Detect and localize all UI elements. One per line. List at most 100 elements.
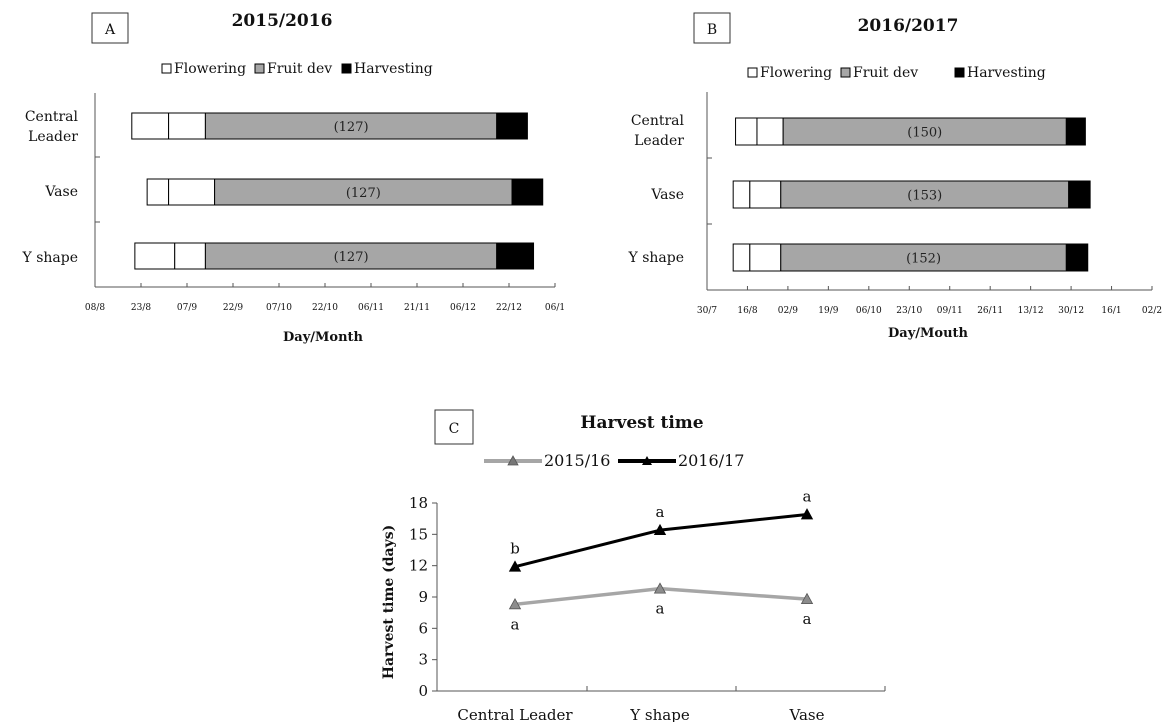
x-tick-label: 19/9: [818, 306, 838, 316]
panel-a-bars: (127) (127) (127): [131, 112, 544, 270]
fruit-dev-bar: [204, 242, 498, 270]
legend-b-flowering-label: Flowering: [760, 65, 832, 81]
legend-b-fruit-swatch: [840, 67, 851, 78]
panel-a-category-label: Leader: [28, 129, 78, 145]
flowering-bar: [732, 180, 751, 209]
panel-a-legend: Flowering Fruit dev Harvesting: [161, 61, 433, 77]
significance-letter: a: [803, 610, 812, 628]
bar-duration-label: (153): [907, 189, 942, 204]
legend-b-harvest-swatch: [954, 67, 965, 78]
panel-c-lines: a a a b a a: [508, 487, 814, 633]
panel-a-category-label: Central: [25, 109, 79, 125]
fruit-dev-bar: [780, 243, 1067, 272]
legend-a-harvest-label: Harvesting: [354, 61, 433, 77]
data-point-marker: [800, 508, 814, 520]
flowering-bar: [749, 243, 782, 272]
legend-c-2016-marker: [642, 456, 652, 465]
x-tick-label: 06/12: [450, 303, 476, 313]
y-tick-label: 18: [409, 494, 428, 512]
x-tick-label: 06/10: [856, 306, 882, 316]
panel-a-category-label: Vase: [44, 184, 78, 200]
x-tick-label: 16/8: [737, 306, 757, 316]
panel-b-x-ticks: 30/7 16/8 02/9 19/9 06/10 23/10 09/11 26/11 13/1…: [697, 286, 1162, 316]
fruit-dev-bar: [782, 117, 1067, 146]
y-tick-label: 6: [418, 619, 428, 637]
significance-letter: a: [656, 600, 665, 618]
significance-letter: a: [511, 615, 520, 633]
x-tick-label: 07/9: [177, 303, 197, 313]
panel-c-y-axis-title: Harvest time (days): [381, 525, 397, 679]
panel-b: B 2016/2017 Flowering Fruit dev Harvesti…: [628, 12, 1162, 341]
data-point-marker: [508, 597, 522, 610]
x-tick-label: 22/10: [312, 303, 338, 313]
significance-letter: a: [656, 503, 665, 521]
harvesting-bar: [1065, 243, 1089, 272]
legend-a-flowering-label: Flowering: [174, 61, 246, 77]
significance-letter: b: [510, 540, 520, 558]
legend-a-fruit-swatch: [254, 63, 265, 74]
data-point-marker: [800, 592, 814, 604]
x-tick-label: 02/2: [1142, 306, 1162, 316]
x-tick-label: 09/11: [937, 306, 963, 316]
flowering-bar: [732, 243, 751, 272]
panel-b-category-label: Leader: [634, 133, 684, 149]
panel-c-letter: C: [449, 421, 460, 437]
x-tick-label: 21/11: [404, 303, 430, 313]
panel-b-letter-box: [693, 12, 731, 44]
panel-b-category-label: Vase: [650, 187, 684, 203]
flowering-bar: [174, 242, 206, 270]
bar-duration-label: (152): [906, 252, 941, 267]
flowering-bar: [168, 178, 216, 206]
flowering-bar: [749, 180, 782, 209]
panel-c-legend: 2015/16 2016/17: [484, 451, 744, 470]
flowering-bar: [756, 117, 784, 146]
panel-b-legend: Flowering Fruit dev Harvesting: [747, 65, 1046, 81]
x-tick-label: 13/12: [1018, 306, 1044, 316]
y-tick-label: 3: [418, 651, 428, 669]
legend-c-2015-marker: [507, 455, 519, 466]
x-tick-label: 30/7: [697, 306, 717, 316]
y-tick-label: 9: [418, 588, 428, 606]
x-tick-label: 26/11: [977, 306, 1003, 316]
panel-c-y-ticks: 0 3 6 9 12 15 18: [409, 494, 437, 700]
panel-b-letter: B: [707, 22, 717, 38]
x-tick-label: 23/10: [896, 306, 922, 316]
panel-a-letter-box: [91, 12, 129, 44]
panel-b-x-axis-title: Day/Mouth: [888, 326, 969, 341]
x-tick-label: 06/1: [545, 303, 565, 313]
data-point-marker: [653, 523, 667, 536]
x-tick-label: 08/8: [85, 303, 105, 313]
significance-letter: a: [803, 487, 812, 505]
legend-b-flowering-swatch: [747, 67, 758, 78]
y-tick-label: 0: [418, 682, 428, 700]
panel-c-title: Harvest time: [580, 413, 703, 433]
flowering-bar: [131, 112, 170, 140]
x-tick-label: 07/10: [266, 303, 292, 313]
harvesting-bar: [511, 178, 544, 206]
legend-b-fruit-label: Fruit dev: [853, 65, 918, 81]
panel-a-category-label: Y shape: [22, 250, 79, 266]
panel-a-title: 2015/2016: [232, 11, 333, 31]
legend-a-fruit-label: Fruit dev: [267, 61, 332, 77]
legend-c-2015-label: 2015/16: [544, 451, 610, 470]
x-tick-label: 02/9: [778, 306, 798, 316]
harvesting-bar: [496, 112, 528, 140]
bar-duration-label: (127): [334, 120, 369, 135]
flowering-bar: [134, 242, 176, 270]
panel-c-category-label: Y shape: [629, 706, 690, 722]
x-tick-label: 23/8: [131, 303, 151, 313]
panel-a: A 2015/2016 Flowering Fruit dev Harvesti…: [22, 11, 566, 345]
bar-duration-label: (150): [907, 126, 942, 141]
panel-c-letter-box: [434, 409, 474, 445]
data-point-marker: [508, 560, 522, 572]
x-tick-label: 22/9: [223, 303, 243, 313]
harvesting-bar: [1065, 117, 1086, 146]
series-line-2016-17: [514, 512, 808, 569]
legend-b-harvest-label: Harvesting: [967, 65, 1046, 81]
legend-a-flowering-swatch: [161, 63, 172, 74]
panel-a-x-ticks: 08/8 23/8 07/9 22/9 07/10 22/10 06/11 21/11 06/1…: [85, 283, 565, 313]
panel-b-category-label: Central: [631, 113, 685, 129]
x-tick-label: 22/12: [496, 303, 522, 313]
y-tick-label: 15: [409, 525, 428, 543]
